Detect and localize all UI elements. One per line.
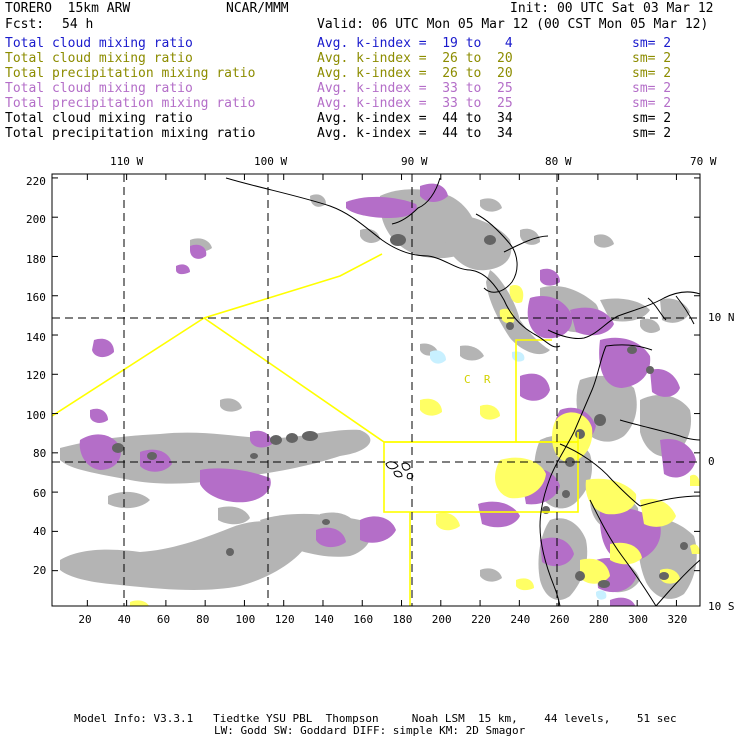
y-tick-label: 100 — [26, 409, 46, 422]
x-tick-label: 260 — [549, 613, 570, 626]
cloud-shading-yellow — [130, 284, 700, 606]
legend-field: Total cloud mixing ratio — [5, 36, 193, 51]
x-tick-label: 160 — [353, 613, 374, 626]
legend-kindex: Avg. k-index = 26 to 20 — [317, 51, 513, 66]
plot-frame — [51, 173, 701, 607]
legend-field: Total precipitation mixing ratio — [5, 96, 256, 111]
legend-kindex: Avg. k-index = 44 to 34 — [317, 126, 513, 141]
x-tick-label: 180 — [392, 613, 413, 626]
legend-smoothing: sm= 2 — [632, 81, 672, 96]
y-tick-label: 200 — [26, 213, 46, 226]
x-tick-label: 40 — [117, 613, 131, 626]
x-tick-label: 220 — [471, 613, 491, 626]
legend-smoothing: sm= 2 — [632, 66, 672, 81]
x-tick-label: 200 — [431, 613, 452, 626]
legend-kindex: Avg. k-index = 19 to 4 — [317, 36, 513, 51]
legend-kindex: Avg. k-index = 26 to 20 — [317, 66, 513, 81]
x-tick-label: 20 — [78, 613, 92, 626]
legend-kindex: Avg. k-index = 33 to 25 — [317, 96, 513, 111]
legend-smoothing: sm= 2 — [632, 126, 672, 141]
cloud-shading-cyan — [430, 350, 607, 600]
x-tick-label: 140 — [313, 613, 334, 626]
footer-physics-info: LW: Godd SW: Goddard DIFF: simple KM: 2D… — [214, 724, 526, 737]
map-annotation: C R — [464, 373, 491, 386]
x-tick-label: 300 — [628, 613, 649, 626]
forecast-label: Fcst: — [5, 17, 45, 32]
x-tick-label: 240 — [510, 613, 531, 626]
y-tick-label: 220 — [26, 175, 46, 188]
longitude-label: 110 W — [110, 155, 144, 168]
forecast-hours: 54 h — [62, 17, 94, 32]
legend-smoothing: sm= 2 — [632, 51, 672, 66]
x-tick-label: 60 — [156, 613, 171, 626]
legend-field: Total precipitation mixing ratio — [5, 66, 256, 81]
lat-lon-grid — [52, 174, 700, 606]
y-tick-label: 160 — [26, 291, 46, 304]
y-tick-label: 40 — [33, 525, 47, 538]
y-tick-label: 180 — [26, 253, 46, 266]
center-label: NCAR/MMM — [226, 1, 289, 16]
longitude-label: 80 W — [545, 155, 572, 168]
longitude-label: 90 W — [401, 155, 428, 168]
y-tick-label: 20 — [33, 564, 47, 577]
latitude-label: 10 S — [708, 600, 735, 613]
y-tick-label: 120 — [26, 369, 46, 382]
latitude-label: 10 N — [708, 311, 735, 324]
footer-model-info: Model Info: V3.3.1 Tiedtke YSU PBL Thomp… — [74, 712, 677, 725]
longitude-label: 100 W — [254, 155, 288, 168]
cloud-shading-grey — [60, 189, 697, 601]
legend-smoothing: sm= 2 — [632, 96, 672, 111]
legend-kindex: Avg. k-index = 44 to 34 — [317, 111, 513, 126]
legend-smoothing: sm= 2 — [632, 36, 672, 51]
legend-field: Total cloud mixing ratio — [5, 111, 193, 126]
legend-kindex: Avg. k-index = 33 to 25 — [317, 81, 513, 96]
x-tick-label: 80 — [196, 613, 210, 626]
longitude-label: 70 W — [690, 155, 717, 168]
x-tick-label: 100 — [235, 613, 256, 626]
valid-time: Valid: 06 UTC Mon 05 Mar 12 (00 CST Mon … — [317, 17, 709, 32]
domain-outline — [52, 253, 579, 606]
latitude-label: 0 — [708, 455, 715, 468]
y-tick-label: 80 — [33, 447, 47, 460]
x-tick-label: 120 — [274, 613, 295, 626]
coastlines — [225, 177, 700, 606]
legend-field: Total cloud mixing ratio — [5, 51, 193, 66]
x-tick-label: 280 — [588, 613, 609, 626]
legend-field: Total precipitation mixing ratio — [5, 126, 256, 141]
legend-smoothing: sm= 2 — [632, 111, 672, 126]
y-tick-label: 60 — [33, 487, 47, 500]
legend-field: Total cloud mixing ratio — [5, 81, 193, 96]
x-tick-label: 320 — [667, 613, 688, 626]
init-time: Init: 00 UTC Sat 03 Mar 12 — [510, 1, 714, 16]
y-tick-label: 140 — [26, 331, 46, 344]
model-title: TORERO 15km ARW — [5, 1, 131, 16]
